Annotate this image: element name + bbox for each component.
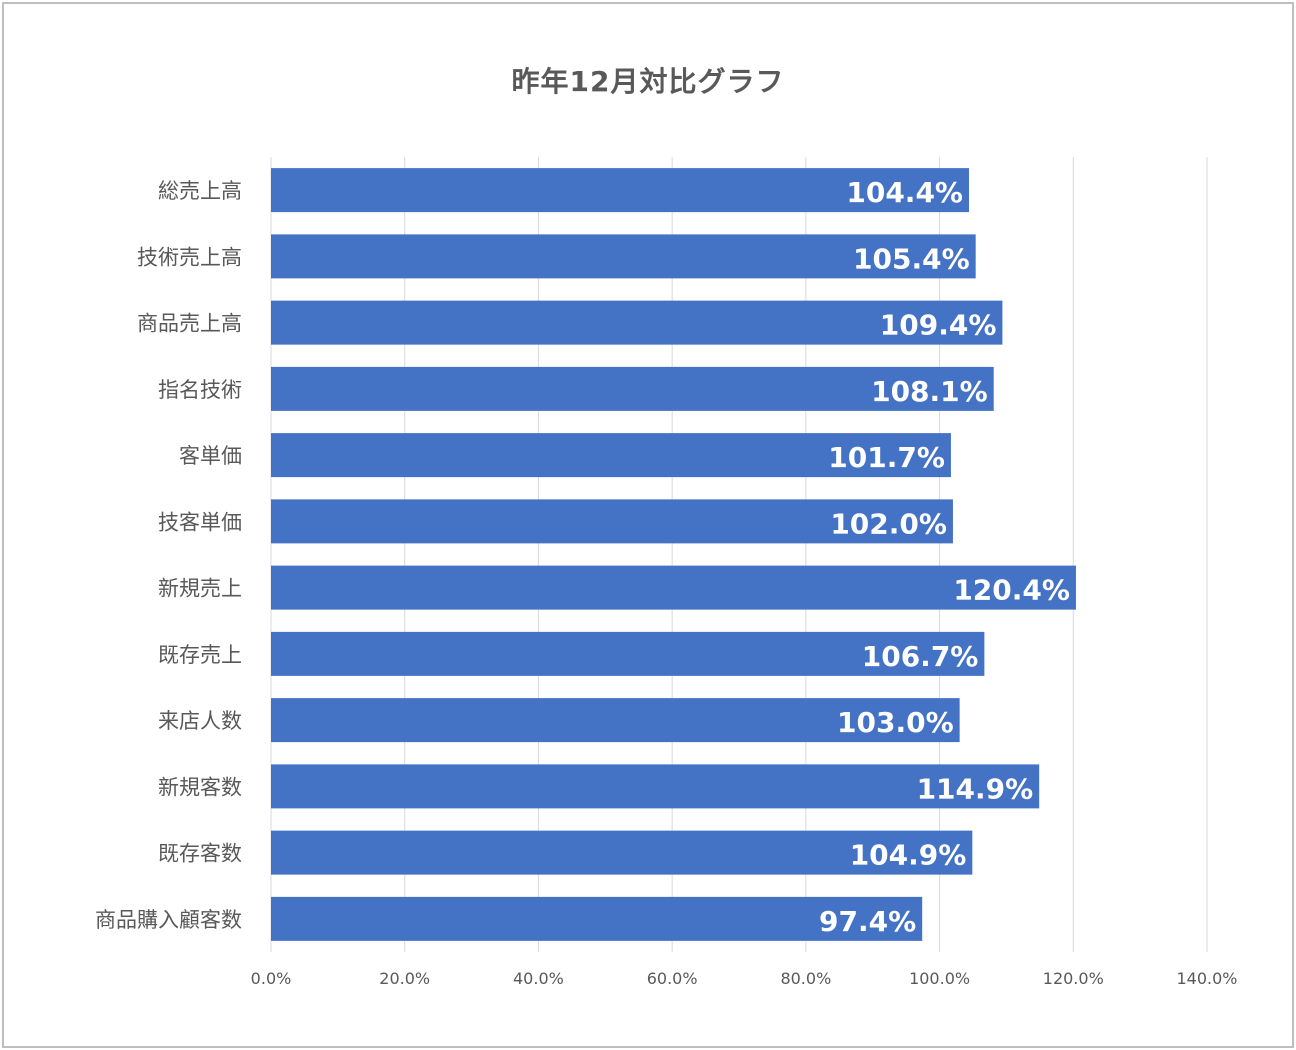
bars: 104.4% 105.4% 109.4% 108.1% 101.7% 102.0% 120.… <box>271 168 1076 941</box>
category-label: 技客単価 <box>158 510 242 534</box>
category-label: 客単価 <box>179 444 242 468</box>
data-label: 97.4% <box>819 905 916 938</box>
data-label: 120.4% <box>953 574 1070 607</box>
bar <box>271 499 953 544</box>
bar <box>271 234 976 279</box>
x-tick-label: 40.0% <box>513 969 564 988</box>
category-label: 既存客数 <box>158 842 242 866</box>
x-tick-label: 80.0% <box>780 969 831 988</box>
bar <box>271 565 1076 610</box>
data-label: 109.4% <box>880 309 997 342</box>
bar <box>271 896 923 941</box>
bar <box>271 830 973 875</box>
category-label: 商品購入顧客数 <box>95 908 242 932</box>
x-tick-label: 60.0% <box>647 969 698 988</box>
x-tick-label: 20.0% <box>379 969 430 988</box>
x-tick-label: 0.0% <box>251 969 292 988</box>
x-tick-label: 140.0% <box>1176 969 1237 988</box>
data-label: 104.4% <box>846 176 963 209</box>
data-label: 114.9% <box>917 772 1034 805</box>
data-label: 101.7% <box>828 441 945 474</box>
bar <box>271 168 969 213</box>
bar <box>271 300 1003 345</box>
data-label: 105.4% <box>853 242 970 275</box>
category-label: 指名技術 <box>158 378 242 402</box>
x-axis-ticks: 0.0% 20.0% 40.0% 60.0% 80.0% 100.0% 120.0% 140.… <box>251 969 1238 988</box>
bar <box>271 433 951 478</box>
category-label: 商品売上高 <box>137 312 242 336</box>
bar <box>271 698 960 743</box>
category-label: 技術売上高 <box>137 245 242 269</box>
category-label: 新規客数 <box>158 775 242 799</box>
data-label: 108.1% <box>871 375 988 408</box>
data-label: 106.7% <box>862 640 979 673</box>
category-label: 新規売上 <box>158 577 242 601</box>
bar <box>271 631 985 676</box>
data-label: 103.0% <box>837 706 954 739</box>
category-labels: 総売上高技術売上高商品売上高指名技術客単価技客単価新規売上既存売上来店人数新規客… <box>95 179 242 932</box>
data-label: 104.9% <box>850 839 967 872</box>
x-tick-label: 120.0% <box>1043 969 1104 988</box>
bar <box>271 764 1040 809</box>
bar <box>271 366 994 411</box>
x-tick-label: 100.0% <box>909 969 970 988</box>
gridlines <box>270 157 1208 952</box>
category-label: 総売上高 <box>158 179 242 203</box>
category-label: 来店人数 <box>158 709 242 733</box>
category-label: 既存売上 <box>158 643 242 667</box>
chart-title: 昨年12月対比グラフ <box>511 65 785 98</box>
data-label: 102.0% <box>830 507 947 540</box>
